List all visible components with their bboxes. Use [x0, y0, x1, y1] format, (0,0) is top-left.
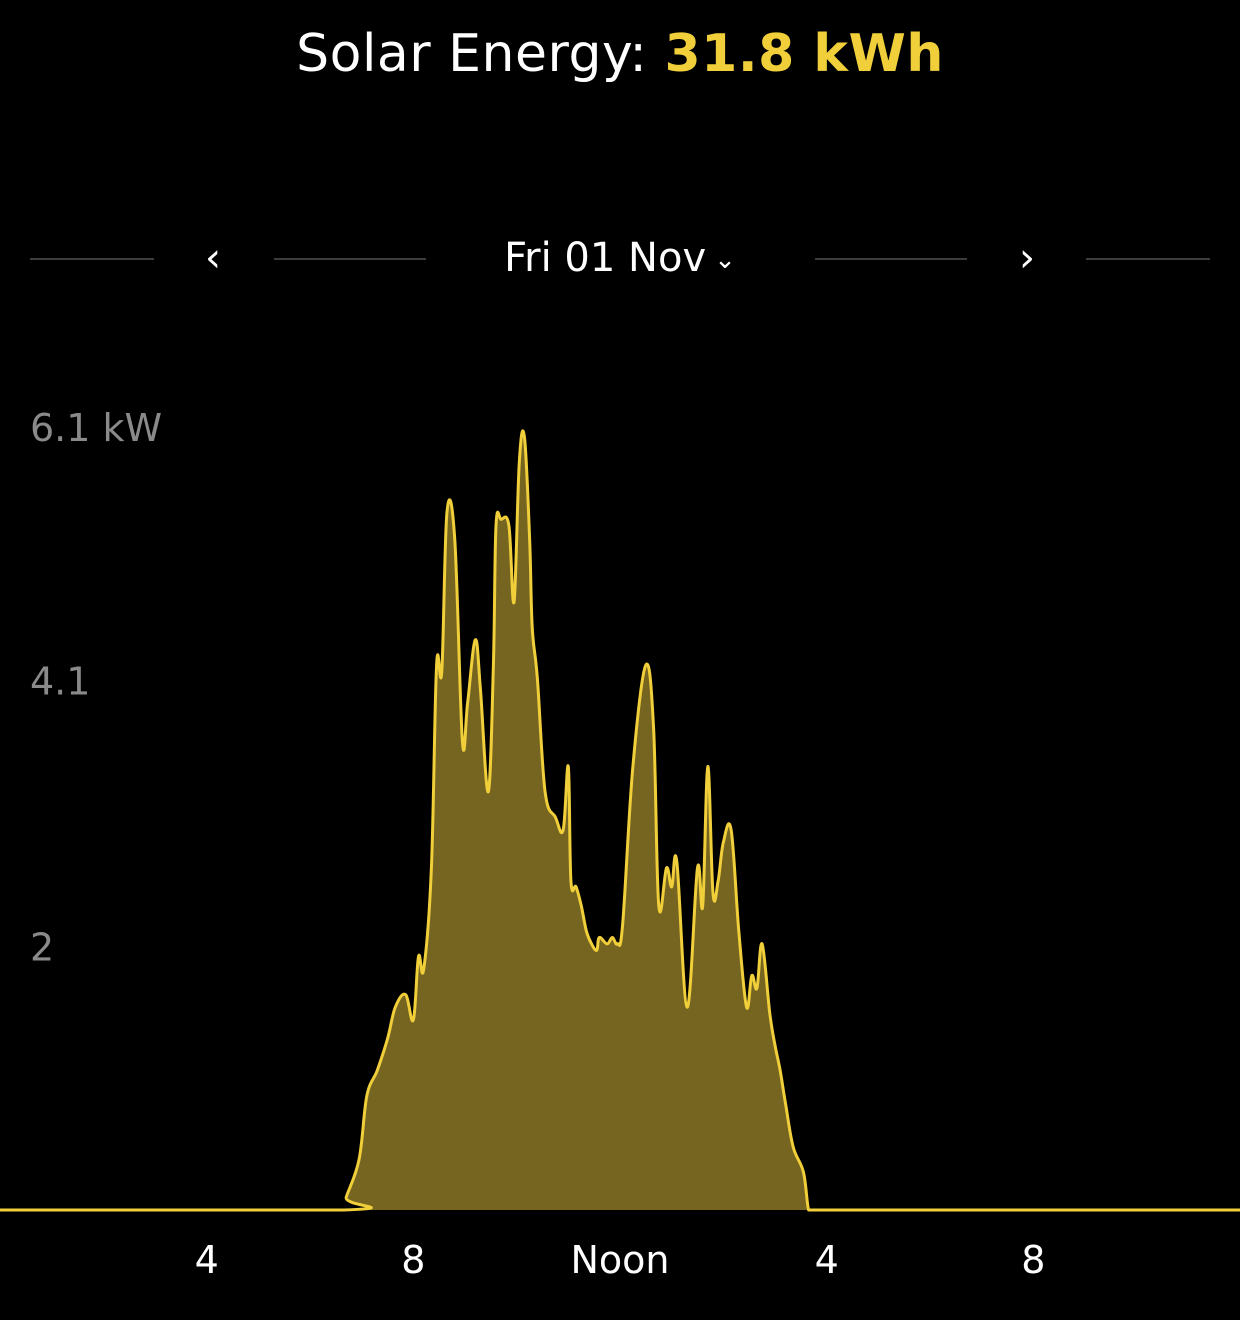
- y-tick-label: 6.1 kW: [30, 406, 162, 450]
- date-navigator: ‹ Fri 01 Nov ⌄ ›: [0, 228, 1240, 288]
- chevron-left-icon[interactable]: ‹: [205, 235, 221, 281]
- y-tick-label: 4.1: [30, 659, 90, 703]
- y-tick-label: 2: [30, 926, 54, 970]
- date-label: Fri 01 Nov: [504, 235, 707, 281]
- chart-title: Solar Energy: 31.8 kWh: [0, 24, 1240, 84]
- nav-divider: [274, 258, 426, 260]
- title-prefix: Solar Energy:: [296, 24, 665, 84]
- chevron-right-icon[interactable]: ›: [1019, 235, 1035, 281]
- date-selector[interactable]: Fri 01 Nov ⌄: [470, 232, 770, 286]
- chevron-down-icon: ⌄: [714, 245, 736, 275]
- x-tick-label: Noon: [570, 1238, 669, 1282]
- nav-divider: [815, 258, 967, 260]
- x-tick-label: 8: [1021, 1238, 1045, 1282]
- x-tick-label: 8: [401, 1238, 425, 1282]
- x-tick-label: 4: [195, 1238, 219, 1282]
- nav-divider: [30, 258, 154, 260]
- x-tick-label: 4: [815, 1238, 839, 1282]
- solar-power-line: [0, 429, 1240, 1212]
- total-energy-value: 31.8 kWh: [664, 24, 944, 84]
- nav-divider: [1086, 258, 1210, 260]
- solar-area-fill: [0, 430, 1240, 1210]
